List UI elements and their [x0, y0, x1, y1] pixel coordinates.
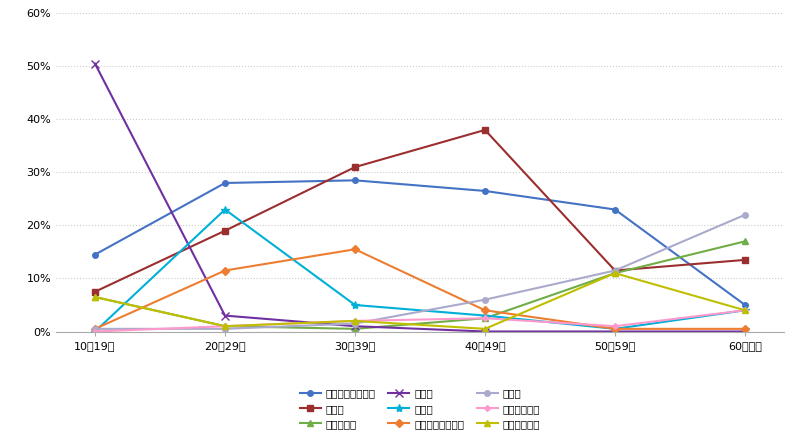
- 卒　業: [610, 326, 620, 332]
- 転　動: [740, 257, 750, 263]
- 就職・転職・転業: [90, 252, 100, 257]
- Line: 就　学: 就 学: [91, 60, 749, 335]
- 退職・廃業: [350, 326, 360, 332]
- 就　学: [480, 329, 490, 334]
- Line: 退職・廃業: 退職・廃業: [91, 238, 749, 332]
- 結婚・離婚・縁組: [350, 247, 360, 252]
- 住　宅: [220, 326, 230, 332]
- 転　動: [480, 127, 490, 133]
- Line: 卒　業: 卒 業: [91, 206, 749, 335]
- 卒　業: [350, 302, 360, 308]
- 就職・転職・転業: [220, 180, 230, 186]
- 住　宅: [480, 297, 490, 302]
- 住　宅: [90, 326, 100, 332]
- 就　学: [220, 313, 230, 318]
- 生活の利便性: [220, 324, 230, 329]
- Line: 就職・転職・転業: 就職・転職・転業: [92, 178, 748, 308]
- Line: 転　動: 転 動: [92, 127, 748, 294]
- 退職・廃業: [220, 324, 230, 329]
- 結婚・離婚・縁組: [740, 326, 750, 332]
- 生活の利便性: [610, 271, 620, 276]
- 就職・転職・転業: [610, 207, 620, 212]
- 退職・廃業: [740, 239, 750, 244]
- 住　宅: [350, 321, 360, 326]
- 転　動: [610, 268, 620, 273]
- 交通の利便性: [480, 316, 490, 321]
- 交通の利便性: [350, 318, 360, 324]
- 転　動: [350, 164, 360, 170]
- Line: 住　宅: 住 宅: [92, 212, 748, 332]
- 生活の利便性: [480, 326, 490, 332]
- Legend: 就職・転職・転業, 転　動, 退職・廃業, 就　学, 卒　業, 結婚・離婚・縁組, 住　宅, 交通の利便性, 生活の利便性: 就職・転職・転業, 転 動, 退職・廃業, 就 学, 卒 業, 結婚・離婚・縁組…: [295, 385, 545, 433]
- 就　学: [90, 61, 100, 66]
- 卒　業: [480, 313, 490, 318]
- 就職・転職・転業: [350, 178, 360, 183]
- 転　動: [90, 289, 100, 294]
- 卒　業: [740, 308, 750, 313]
- 退職・廃業: [90, 294, 100, 300]
- 結婚・離婚・縁組: [480, 308, 490, 313]
- 退職・廃業: [610, 271, 620, 276]
- 就　学: [740, 329, 750, 334]
- Line: 生活の利便性: 生活の利便性: [91, 270, 749, 332]
- 住　宅: [610, 268, 620, 273]
- 就　学: [350, 324, 360, 329]
- 生活の利便性: [350, 318, 360, 324]
- 転　動: [220, 228, 230, 233]
- 就　学: [610, 329, 620, 334]
- 就職・転職・転業: [480, 188, 490, 194]
- 生活の利便性: [90, 294, 100, 300]
- 結婚・離婚・縁組: [90, 326, 100, 332]
- 結婚・離婚・縁組: [610, 326, 620, 332]
- 生活の利便性: [740, 308, 750, 313]
- 卒　業: [220, 207, 230, 212]
- 就職・転職・転業: [740, 302, 750, 308]
- 交通の利便性: [90, 329, 100, 334]
- 退職・廃業: [480, 316, 490, 321]
- 卒　業: [90, 329, 100, 334]
- Line: 交通の利便性: 交通の利便性: [93, 308, 747, 334]
- 住　宅: [740, 212, 750, 217]
- 結婚・離婚・縁組: [220, 268, 230, 273]
- 交通の利便性: [740, 308, 750, 313]
- 交通の利便性: [610, 324, 620, 329]
- Line: 結婚・離婚・縁組: 結婚・離婚・縁組: [92, 247, 748, 332]
- 交通の利便性: [220, 324, 230, 329]
